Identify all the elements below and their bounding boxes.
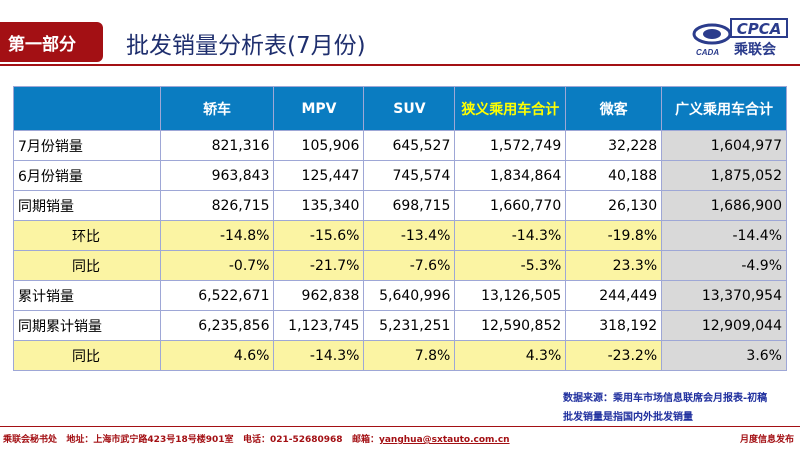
table-cell: 4.3% — [454, 340, 567, 371]
table-row: 同比 -0.7% -21.7% -7.6% -5.3% 23.3% -4.9% — [13, 250, 787, 281]
table-cell: 745,574 — [363, 160, 456, 191]
table-cell: 13,126,505 — [454, 280, 567, 311]
footer-email-link[interactable]: yanghua@sxtauto.com.cn — [378, 435, 510, 445]
row-label: 同期销量 — [13, 190, 161, 221]
table-cell: 821,316 — [159, 130, 275, 161]
data-source-note: 数据来源：乘用车市场信息联席会月报表-初稿 — [563, 393, 768, 404]
table-row: 环比 -14.8% -15.6% -13.4% -14.3% -19.8% -14.4% — [13, 220, 787, 251]
table-cell: 5,231,251 — [363, 310, 456, 341]
table-cell: 645,527 — [363, 130, 456, 161]
cpca-logo: CADA CPCA 乘联会 — [690, 18, 795, 58]
table-cell: 5,640,996 — [363, 280, 456, 311]
table-cell: -14.4% — [661, 220, 787, 251]
table-cell: 26,130 — [565, 190, 663, 221]
table-cell: 318,192 — [565, 310, 663, 341]
table-cell: 698,715 — [363, 190, 456, 221]
footer-divider — [0, 426, 800, 427]
table-cell: 3.6% — [661, 340, 787, 371]
header-corner — [13, 86, 161, 131]
table-cell: -21.7% — [273, 250, 365, 281]
table-cell: 12,590,852 — [454, 310, 567, 341]
row-label: 7月份销量 — [13, 130, 161, 161]
footer-org: 乘联会秘书处 — [3, 435, 58, 445]
row-label: 同期累计销量 — [13, 310, 161, 341]
footer-right-label: 月度信息发布 — [739, 435, 794, 445]
definition-note: 批发销量是指国内外批发销量 — [563, 412, 693, 423]
table-cell: -14.8% — [159, 220, 275, 251]
table-cell: 13,370,954 — [661, 280, 787, 311]
table-row: 同期累计销量 6,235,856 1,123,745 5,231,251 12,590,… — [13, 310, 787, 341]
table-cell: 23.3% — [565, 250, 663, 281]
table-cell: -5.3% — [454, 250, 567, 281]
table-row: 同期销量 826,715 135,340 698,715 1,660,770 26,130… — [13, 190, 787, 221]
table-cell: 1,686,900 — [661, 190, 787, 221]
swirl-logo-icon: CADA — [692, 23, 732, 57]
table-cell: -13.4% — [363, 220, 456, 251]
table-cell: 12,909,044 — [661, 310, 787, 341]
footer-phone: 电话：021-52680968 — [242, 435, 343, 445]
header-broad-total: 广义乘用车合计 — [661, 86, 787, 131]
table-cell: 135,340 — [273, 190, 365, 221]
row-label: 累计销量 — [13, 280, 161, 311]
table-cell: 1,604,977 — [661, 130, 787, 161]
table-row: 累计销量 6,522,671 962,838 5,640,996 13,126,505 2… — [13, 280, 787, 311]
title-divider — [0, 64, 800, 66]
footer-address: 地址：上海市武宁路423号18号楼901室 — [66, 435, 234, 445]
table-row: 同比 4.6% -14.3% 7.8% 4.3% -23.2% 3.6% — [13, 340, 787, 371]
logo-sub-text: CADA — [696, 48, 719, 57]
table-cell: 1,834,864 — [454, 160, 567, 191]
row-label: 同比 — [13, 340, 161, 371]
table-cell: -4.9% — [661, 250, 787, 281]
table-cell: 826,715 — [159, 190, 275, 221]
table-cell: 1,660,770 — [454, 190, 567, 221]
table-cell: 40,188 — [565, 160, 663, 191]
page-title: 批发销量分析表(7月份) — [126, 33, 366, 59]
table-cell: -23.2% — [565, 340, 663, 371]
table-cell: -7.6% — [363, 250, 456, 281]
table-row: 6月份销量 963,843 125,447 745,574 1,834,864 40,18… — [13, 160, 787, 191]
table-cell: 6,522,671 — [159, 280, 275, 311]
section-tab: 第一部分 — [0, 22, 103, 62]
table-cell: -19.8% — [565, 220, 663, 251]
logo-cpca-text: CPCA — [730, 18, 788, 38]
logo-cn-text: 乘联会 — [734, 42, 776, 58]
table-cell: 4.6% — [159, 340, 275, 371]
table-cell: 125,447 — [273, 160, 365, 191]
table-cell: 32,228 — [565, 130, 663, 161]
table-cell: 7.8% — [363, 340, 456, 371]
table-row: 7月份销量 821,316 105,906 645,527 1,572,749 32,22… — [13, 130, 787, 161]
header-sedan: 轿车 — [159, 86, 275, 131]
row-label: 环比 — [13, 220, 161, 251]
header-minivan: 微客 — [565, 86, 663, 131]
table-cell: 1,875,052 — [661, 160, 787, 191]
table-cell: 1,572,749 — [454, 130, 567, 161]
table-cell: 1,123,745 — [273, 310, 365, 341]
row-label: 6月份销量 — [13, 160, 161, 191]
footer-contact: 乘联会秘书处 地址：上海市武宁路423号18号楼901室 电话：021-5268… — [3, 432, 510, 445]
header-narrow-total: 狭义乘用车合计 — [454, 86, 567, 131]
table-cell: 244,449 — [565, 280, 663, 311]
footer-email-label: 邮箱： — [351, 435, 379, 445]
sales-table: 轿车 MPV SUV 狭义乘用车合计 微客 广义乘用车合计 7月份销量 821,3… — [13, 86, 787, 371]
table-cell: 105,906 — [273, 130, 365, 161]
table-cell: -14.3% — [273, 340, 365, 371]
table-cell: 962,838 — [273, 280, 365, 311]
table-cell: -0.7% — [159, 250, 275, 281]
header-mpv: MPV — [273, 86, 365, 131]
row-label: 同比 — [13, 250, 161, 281]
table-cell: -14.3% — [454, 220, 567, 251]
table-header-row: 轿车 MPV SUV 狭义乘用车合计 微客 广义乘用车合计 — [13, 86, 787, 131]
table-cell: 6,235,856 — [159, 310, 275, 341]
table-cell: 963,843 — [159, 160, 275, 191]
header-suv: SUV — [363, 86, 456, 131]
table-cell: -15.6% — [273, 220, 365, 251]
